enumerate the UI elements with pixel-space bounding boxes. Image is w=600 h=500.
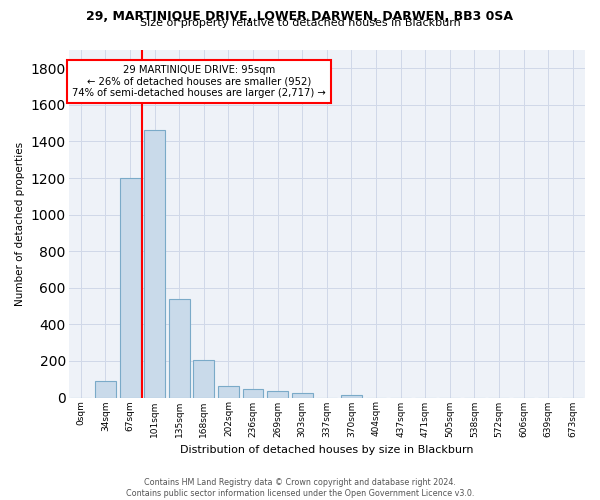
X-axis label: Distribution of detached houses by size in Blackburn: Distribution of detached houses by size … — [180, 445, 473, 455]
Bar — [341, 395, 362, 398]
Text: 29, MARTINIQUE DRIVE, LOWER DARWEN, DARWEN, BB3 0SA: 29, MARTINIQUE DRIVE, LOWER DARWEN, DARW… — [86, 10, 514, 23]
Text: Size of property relative to detached houses in Blackburn: Size of property relative to detached ho… — [140, 18, 460, 28]
Text: 29 MARTINIQUE DRIVE: 95sqm
← 26% of detached houses are smaller (952)
74% of sem: 29 MARTINIQUE DRIVE: 95sqm ← 26% of deta… — [72, 64, 326, 98]
Bar — [292, 392, 313, 398]
Bar — [242, 390, 263, 398]
Bar — [218, 386, 239, 398]
Bar — [144, 130, 165, 398]
Y-axis label: Number of detached properties: Number of detached properties — [15, 142, 25, 306]
Bar — [169, 298, 190, 398]
Bar — [119, 178, 140, 398]
Bar — [95, 381, 116, 398]
Bar — [193, 360, 214, 398]
Text: Contains HM Land Registry data © Crown copyright and database right 2024.
Contai: Contains HM Land Registry data © Crown c… — [126, 478, 474, 498]
Bar — [267, 392, 288, 398]
